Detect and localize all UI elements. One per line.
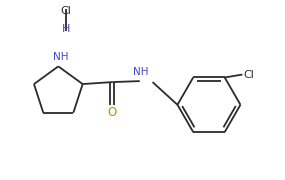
- Text: Cl: Cl: [243, 69, 254, 80]
- Text: Cl: Cl: [61, 6, 72, 16]
- Text: NH: NH: [52, 52, 68, 62]
- Text: H: H: [62, 24, 70, 34]
- Text: NH: NH: [133, 67, 148, 77]
- Text: O: O: [107, 106, 117, 119]
